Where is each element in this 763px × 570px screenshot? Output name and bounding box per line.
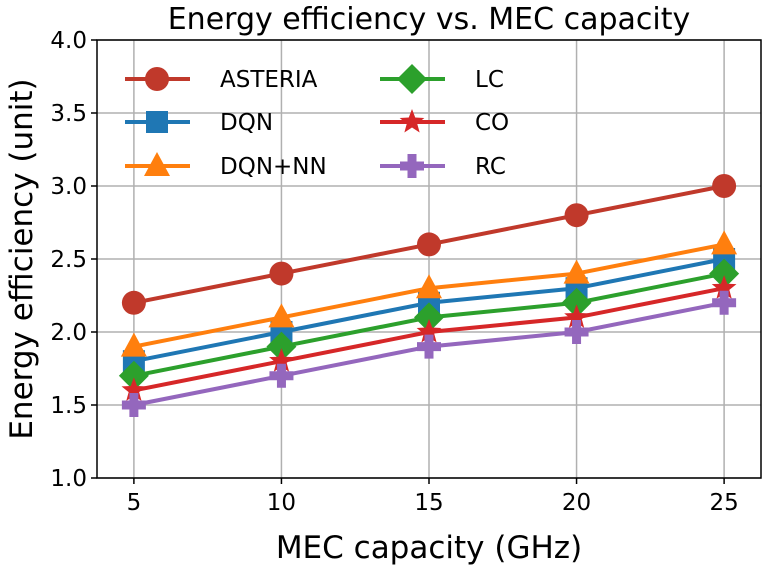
legend-label: CO [475,110,509,136]
series-rc [121,290,737,417]
x-tick-label: 20 [562,490,591,516]
legend-entry-dqn-nn: DQN+NN [125,152,327,180]
legend-marker-dqn [146,111,168,133]
legend-marker-rc [400,154,424,178]
legend-entry-asteria: ASTERIA [125,67,318,93]
ticks: 5 10 15 20 25 1.0 1.5 2.0 2.5 3.0 3.5 4.0 [50,28,738,516]
legend-marker-lc [397,64,427,94]
data-point-dqn-nn [268,303,295,328]
legend-entry-rc: RC [380,154,506,180]
data-point-lc [561,287,592,318]
legend-entry-co: CO [380,109,509,136]
series-lc [118,258,740,391]
data-point-co [121,377,147,401]
legend-marker-co [399,109,425,133]
legend-label: LC [475,67,504,93]
data-point-co [564,304,589,328]
data-point-asteria [121,290,146,315]
series-dqn-nn [120,230,738,357]
legend-marker-asteria [145,67,169,91]
data-point-rc [417,334,441,359]
legend-entry-dqn: DQN [125,110,273,136]
x-tick-label: 5 [127,490,142,516]
series-layer [118,174,740,417]
data-point-co [269,348,294,372]
data-point-lc [118,360,149,391]
data-point-rc [121,393,146,417]
data-point-asteria [712,174,737,198]
legend-label: ASTERIA [220,67,318,93]
y-tick-label: 1.0 [50,466,87,492]
y-tick-label: 3.5 [50,101,87,127]
grid [97,39,761,479]
y-tick-label: 3.0 [50,174,87,200]
data-point-dqn-nn [563,259,590,284]
x-tick-label: 15 [414,490,443,516]
series-co [121,275,737,401]
x-tick-label: 25 [709,490,738,516]
data-point-co [416,319,442,343]
data-point-lc [414,302,444,333]
y-axis-label: Energy efficiency (unit) [4,78,40,439]
legend-label: DQN [220,110,273,136]
data-point-lc [709,258,740,289]
data-point-rc [269,363,294,388]
data-point-dqn-nn [120,332,147,357]
y-tick-label: 2.0 [50,320,87,346]
data-point-asteria [269,261,294,286]
legend-label: DQN+NN [220,154,327,180]
x-tick-label: 10 [267,490,296,516]
data-point-rc [712,290,737,315]
legend-entry-lc: LC [380,64,504,94]
series-asteria [121,174,737,315]
data-point-asteria [417,232,441,257]
legend: ASTERIA DQN DQN+NN LC CO RC [125,64,509,180]
y-tick-label: 4.0 [50,28,87,54]
legend-marker-dqn-nn [144,152,170,176]
data-point-lc [266,331,297,362]
data-point-co [711,275,737,299]
chart-title: Energy efficiency vs. MEC capacity [168,2,691,37]
data-point-rc [564,320,589,344]
data-point-dqn-nn [711,230,738,255]
x-axis-label: MEC capacity (GHz) [276,530,582,566]
data-point-asteria [564,203,589,228]
legend-label: RC [475,154,506,180]
y-tick-label: 2.5 [50,247,87,273]
y-tick-label: 1.5 [50,393,87,419]
data-point-dqn-nn [416,274,442,299]
